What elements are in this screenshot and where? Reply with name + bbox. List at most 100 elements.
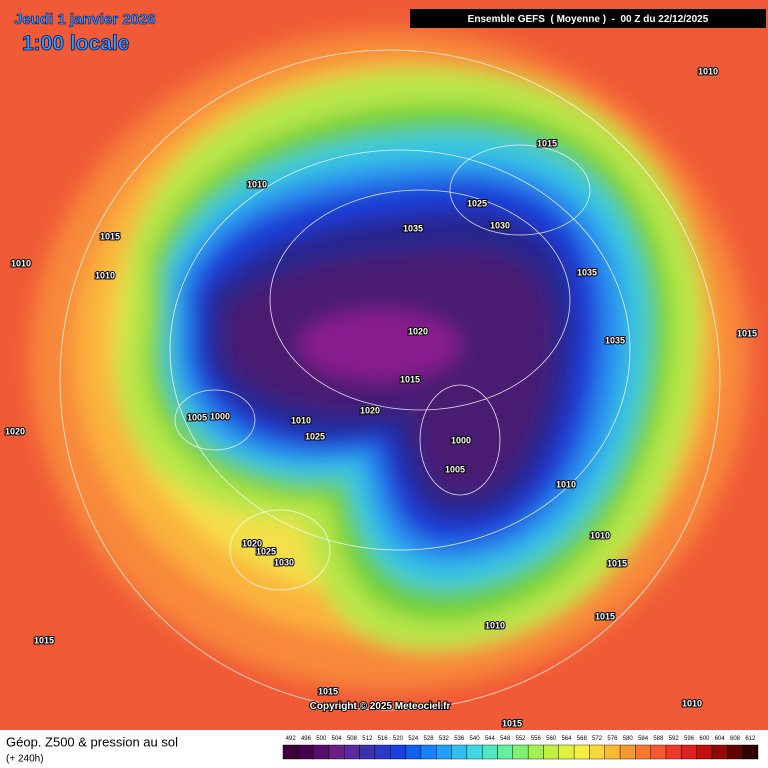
legend-label: 540 — [470, 736, 481, 742]
legend-label: 520 — [393, 736, 404, 742]
legend-swatch — [313, 744, 330, 760]
legend-swatch — [451, 744, 468, 760]
legend-swatch — [527, 744, 544, 760]
isobar-label: 1010 — [485, 620, 505, 630]
legend-label: 604 — [715, 736, 726, 742]
legend-swatch — [558, 744, 575, 760]
legend-label: 592 — [669, 736, 680, 742]
legend-label: 516 — [378, 736, 389, 742]
isobar-label: 1010 — [11, 258, 31, 268]
legend-swatch — [359, 744, 376, 760]
legend-swatch — [711, 744, 728, 760]
footer-title: Géop. Z500 & pression au sol — [6, 734, 178, 749]
isobar-label: 1015 — [537, 138, 557, 148]
isobar-label: 1015 — [607, 558, 627, 568]
isobar-label: 1005 — [445, 464, 465, 474]
legend-swatch — [681, 744, 697, 760]
legend-swatch — [635, 744, 651, 760]
z500-field — [0, 0, 768, 730]
legend-swatch — [512, 744, 529, 760]
run-info: Ensemble GEFS ( Moyenne ) - 00 Z du 22/1… — [468, 14, 709, 25]
legend-swatch — [374, 744, 391, 760]
legend-swatch — [420, 744, 437, 760]
isobar-label: 1030 — [490, 220, 510, 230]
legend-label: 512 — [362, 736, 373, 742]
time: 1:00 locale — [22, 32, 129, 55]
isobar-label: 1035 — [403, 223, 423, 233]
legend-label: 544 — [485, 736, 496, 742]
isobar-label: 1035 — [577, 267, 597, 277]
isobar-label: 1005 — [187, 412, 207, 422]
legend-label: 552 — [515, 736, 526, 742]
legend-label: 532 — [439, 736, 450, 742]
legend-swatch — [405, 744, 422, 760]
isobar-label: 1015 — [34, 635, 54, 645]
copyright: Copyright © 2025 Meteociel.fr — [310, 701, 451, 712]
isobar-label: 1000 — [210, 411, 230, 421]
isobar-label: 1000 — [451, 435, 471, 445]
legend-label: 524 — [408, 736, 419, 742]
isobar-label: 1015 — [737, 328, 757, 338]
legend-label: 612 — [745, 736, 756, 742]
legend-swatch — [665, 744, 682, 760]
legend-swatch — [619, 744, 636, 760]
isobar-label: 1020 — [360, 405, 380, 415]
legend-swatch — [344, 744, 360, 760]
isobar-label: 1020 — [5, 426, 25, 436]
legend-label: 528 — [424, 736, 435, 742]
isobar-label: 1015 — [100, 231, 120, 241]
isobar-label: 1010 — [95, 270, 115, 280]
legend-label: 576 — [607, 736, 618, 742]
legend-swatch — [589, 744, 605, 760]
legend-label: 500 — [316, 736, 327, 742]
isobar-label: 1010 — [698, 66, 718, 76]
legend-label: 568 — [577, 736, 588, 742]
isobar-label: 1020 — [242, 538, 262, 548]
legend-label: 496 — [301, 736, 312, 742]
legend-swatch — [497, 744, 514, 760]
legend-label: 572 — [592, 736, 603, 742]
isobar-label: 1025 — [256, 546, 276, 556]
forecast-range: (+ 240h) — [6, 754, 44, 765]
isobar-label: 1010 — [590, 530, 610, 540]
isobar-label: 1035 — [605, 335, 625, 345]
isobar-label: 1020 — [408, 326, 428, 336]
legend-swatch — [466, 744, 483, 760]
legend-label: 504 — [332, 736, 343, 742]
legend-label: 584 — [638, 736, 649, 742]
legend-label: 564 — [561, 736, 572, 742]
legend-label: 560 — [546, 736, 557, 742]
legend-label: 492 — [286, 736, 297, 742]
legend-swatch — [543, 744, 560, 760]
isobar-label: 1010 — [247, 179, 267, 189]
legend-swatch — [650, 744, 667, 760]
legend-swatch — [282, 744, 299, 760]
legend-label: 508 — [347, 736, 358, 742]
legend-swatch — [604, 744, 621, 760]
isobar-label: 1015 — [595, 611, 615, 621]
isobar-label: 1015 — [502, 718, 522, 728]
isobar-label: 1010 — [556, 479, 576, 489]
legend-label: 556 — [531, 736, 542, 742]
isobar-label: 1025 — [467, 198, 487, 208]
legend-swatch — [573, 744, 590, 760]
isobar-label: 1025 — [305, 431, 325, 441]
legend-label: 600 — [699, 736, 710, 742]
legend-swatch — [298, 744, 314, 760]
isobar-label: 1010 — [291, 415, 311, 425]
date: Jeudi 1 janvier 2026 — [14, 11, 156, 28]
legend-swatch — [481, 744, 498, 760]
legend-swatch — [390, 744, 406, 760]
legend-swatch — [727, 744, 743, 760]
isobar-label: 1015 — [400, 374, 420, 384]
legend-label: 608 — [730, 736, 741, 742]
header: Jeudi 1 janvier 2026 1:00 locale Ensembl… — [14, 9, 766, 55]
isobar-labels: 1010 1015 1010 1025 1035 1030 1015 1010 1010 1035… — [4, 65, 758, 729]
isobar-label: 1030 — [274, 557, 294, 567]
legend-swatch — [328, 744, 345, 760]
color-legend: 492 496 500 504 508 512 516 520 524 528 532 536 540 5… — [282, 736, 759, 760]
legend-label: 588 — [653, 736, 664, 742]
legend-label: 580 — [623, 736, 634, 742]
legend-label: 536 — [454, 736, 465, 742]
